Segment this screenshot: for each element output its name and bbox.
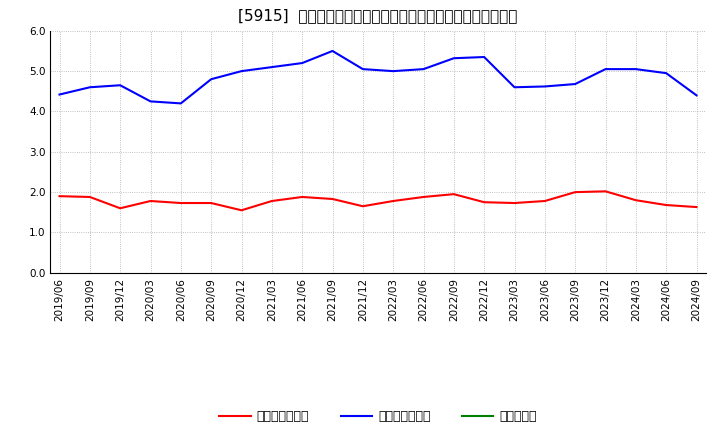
買入債務回転率 (328, 48, 337, 54)
買入債務回転率 (480, 55, 488, 60)
売上債権回転率 (237, 208, 246, 213)
売上債権回転率 (662, 202, 670, 208)
買入債務回転率 (601, 66, 610, 72)
買入債務回転率 (55, 92, 64, 97)
Title: [5915]  売上債権回転率、買入債務回転率、在庫回転率の推移: [5915] 売上債権回転率、買入債務回転率、在庫回転率の推移 (238, 7, 518, 23)
買入債務回転率 (510, 84, 519, 90)
買入債務回転率 (146, 99, 155, 104)
買入債務回転率 (692, 93, 701, 98)
売上債権回転率 (268, 198, 276, 204)
買入債務回転率 (419, 66, 428, 72)
売上債権回転率 (510, 200, 519, 205)
売上債権回転率 (631, 198, 640, 203)
売上債権回転率 (86, 194, 94, 200)
売上債権回転率 (419, 194, 428, 200)
買入債務回転率 (176, 101, 185, 106)
売上債権回転率 (449, 191, 458, 197)
買入債務回転率 (86, 84, 94, 90)
買入債務回転率 (268, 64, 276, 70)
買入債務回転率 (359, 66, 367, 72)
買入債務回転率 (631, 66, 640, 72)
Legend: 売上債権回転率, 買入債務回転率, 在庫回転率: 売上債権回転率, 買入債務回転率, 在庫回転率 (215, 405, 541, 428)
売上債権回転率 (359, 204, 367, 209)
売上債権回転率 (207, 200, 215, 205)
買入債務回転率 (298, 60, 307, 66)
売上債権回転率 (116, 205, 125, 211)
売上債権回転率 (541, 198, 549, 204)
買入債務回転率 (541, 84, 549, 89)
買入債務回転率 (571, 81, 580, 87)
買入債務回転率 (237, 69, 246, 74)
買入債務回転率 (449, 55, 458, 61)
売上債権回転率 (328, 196, 337, 202)
売上債権回転率 (480, 200, 488, 205)
Line: 売上債権回転率: 売上債権回転率 (60, 191, 696, 210)
売上債権回転率 (692, 205, 701, 210)
買入債務回転率 (389, 69, 397, 74)
買入債務回転率 (116, 83, 125, 88)
売上債権回転率 (298, 194, 307, 200)
売上債権回転率 (601, 189, 610, 194)
売上債権回転率 (55, 194, 64, 199)
売上債権回転率 (571, 190, 580, 195)
売上債権回転率 (389, 198, 397, 204)
売上債権回転率 (146, 198, 155, 204)
買入債務回転率 (207, 77, 215, 82)
売上債権回転率 (176, 200, 185, 205)
買入債務回転率 (662, 70, 670, 76)
Line: 買入債務回転率: 買入債務回転率 (60, 51, 696, 103)
